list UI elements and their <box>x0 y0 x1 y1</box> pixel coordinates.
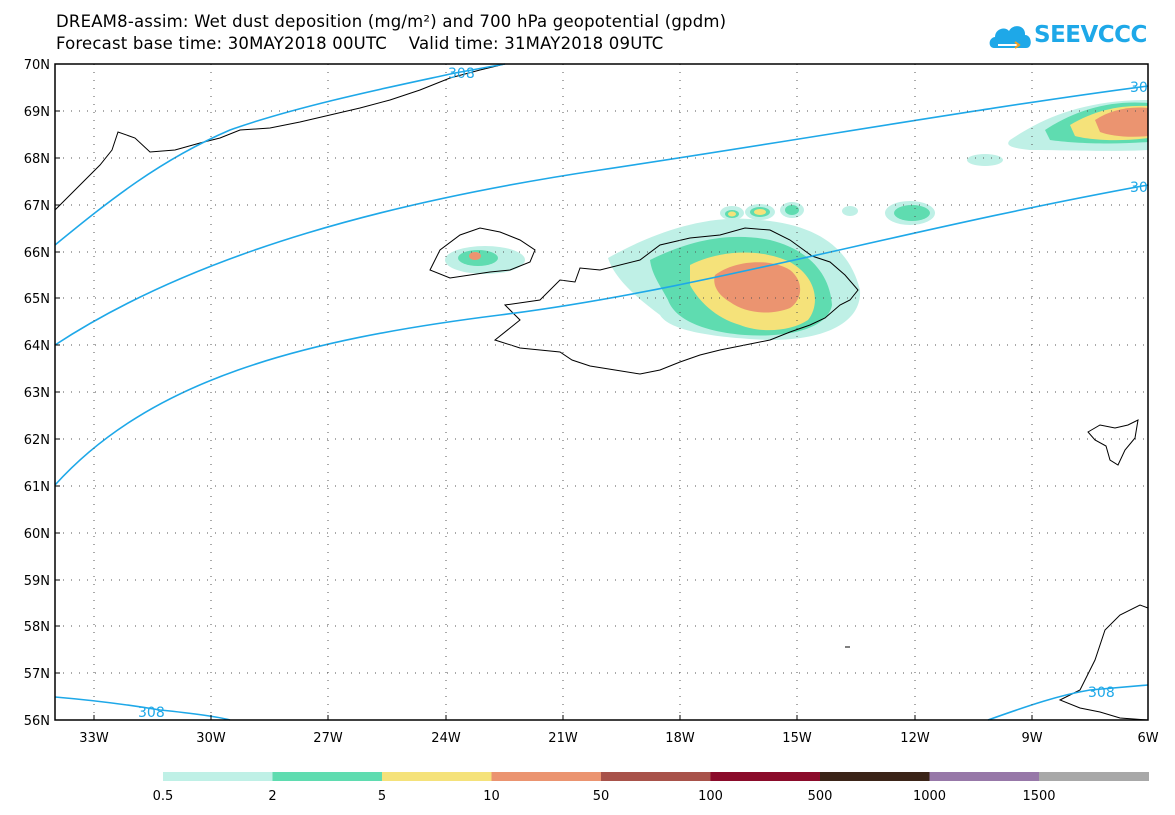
colorbar-swatch <box>163 772 273 781</box>
lat-label: 66N <box>24 246 50 261</box>
colorbar-label: 500 <box>808 789 833 804</box>
colorbar-label: 1000 <box>913 789 946 804</box>
lat-label: 68N <box>24 152 50 167</box>
colorbar-swatch <box>1039 772 1149 781</box>
cloud-icon <box>989 26 1031 49</box>
lon-label: 30W <box>196 731 226 746</box>
lon-label: 33W <box>79 731 109 746</box>
lat-label: 56N <box>24 714 50 729</box>
axis-ticks <box>55 63 1033 720</box>
colorbar-label: 5 <box>378 789 386 804</box>
colorbar-swatch <box>820 772 930 781</box>
lat-label: 62N <box>24 433 50 448</box>
geopotential-contours <box>54 63 1149 721</box>
colorbar-label: 10 <box>483 789 500 804</box>
colorbar-label: 0.5 <box>153 789 174 804</box>
colorbar-label: 2 <box>268 789 276 804</box>
lat-label: 61N <box>24 480 50 495</box>
lat-label: 60N <box>24 527 50 542</box>
logo-text: SEEVCCC <box>1034 22 1147 48</box>
colorbar-label: 100 <box>698 789 723 804</box>
map-title: DREAM8-assim: Wet dust deposition (mg/m²… <box>56 12 727 31</box>
lat-label: 59N <box>24 574 50 589</box>
lon-label: 15W <box>782 731 812 746</box>
contour-label: 308 <box>448 66 475 82</box>
lat-label: 70N <box>24 58 50 73</box>
contour-labels: 308 30 30 308 308 <box>138 66 1148 721</box>
contour-label: 30 <box>1130 80 1148 96</box>
colorbar-label: 50 <box>593 789 610 804</box>
lon-label: 24W <box>431 731 461 746</box>
lat-label: 65N <box>24 292 50 307</box>
longitude-labels: 33W 30W 27W 24W 21W 18W 15W 12W 9W 6W <box>79 731 1158 746</box>
colorbar-swatch <box>929 772 1040 781</box>
contour-label: 308 <box>138 705 165 721</box>
grid-lines <box>55 64 1148 720</box>
lat-label: 57N <box>24 667 50 682</box>
lon-label: 9W <box>1021 731 1042 746</box>
colorbar-swatch <box>272 772 383 781</box>
latitude-labels: 70N 69N 68N 67N 66N 65N 64N 63N 62N 61N … <box>24 58 50 729</box>
lon-label: 21W <box>548 731 578 746</box>
colorbar-label: 1500 <box>1022 789 1055 804</box>
lat-label: 67N <box>24 199 50 214</box>
seevccc-logo: SEEVCCC <box>988 18 1147 58</box>
colorbar-swatch <box>710 772 821 781</box>
coastlines <box>54 63 1149 721</box>
lon-label: 12W <box>900 731 930 746</box>
forecast-times: Forecast base time: 30MAY2018 00UTC Vali… <box>56 34 664 53</box>
lat-label: 64N <box>24 339 50 354</box>
lat-label: 63N <box>24 386 50 401</box>
contour-label: 308 <box>1088 685 1115 701</box>
lon-label: 6W <box>1137 731 1158 746</box>
colorbar: 0.5 2 5 10 50 100 500 1000 1500 <box>153 772 1149 804</box>
contour-label: 30 <box>1130 180 1148 196</box>
lat-label: 58N <box>24 620 50 635</box>
lon-label: 27W <box>313 731 343 746</box>
colorbar-swatch <box>601 772 711 781</box>
lat-label: 69N <box>24 105 50 120</box>
colorbar-swatch <box>382 772 492 781</box>
lon-label: 18W <box>665 731 695 746</box>
colorbar-swatch <box>491 772 602 781</box>
